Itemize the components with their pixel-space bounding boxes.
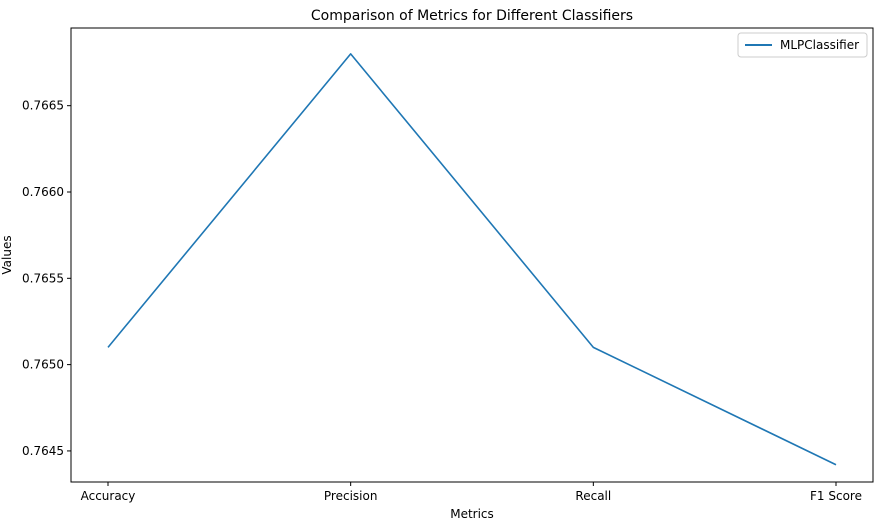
y-tick-label: 0.7660 [22, 185, 64, 199]
y-tick-label: 0.7650 [22, 358, 64, 372]
legend-label: MLPClassifier [780, 38, 859, 52]
x-axis-title: Metrics [450, 507, 494, 521]
x-tick-label: F1 Score [810, 489, 862, 503]
x-tick-label: Accuracy [81, 489, 136, 503]
x-axis-ticks: Accuracy Precision Recall F1 Score [81, 482, 862, 503]
legend-box [737, 32, 868, 58]
series-line [107, 53, 837, 466]
series-layer [107, 53, 837, 466]
x-tick-label: Recall [575, 489, 611, 503]
y-axis-ticks: 0.7645 0.7650 0.7655 0.7660 0.7665 [22, 99, 71, 458]
plot-area-frame [70, 27, 874, 483]
y-tick-label: 0.7655 [22, 271, 64, 285]
x-tick-label: Precision [324, 489, 378, 503]
y-tick-label: 0.7645 [22, 444, 64, 458]
legend: MLPClassifier [737, 32, 868, 58]
chart-title: Comparison of Metrics for Different Clas… [311, 8, 633, 24]
y-axis-title: Values [0, 235, 14, 274]
y-tick-label: 0.7665 [22, 99, 64, 113]
